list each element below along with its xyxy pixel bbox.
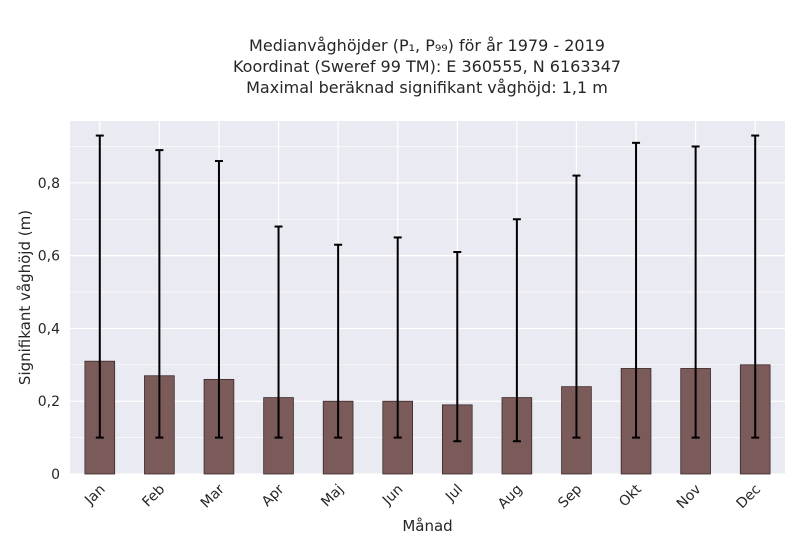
y-tick-label: 0,2 [38,394,60,410]
y-tick-label: 0,6 [38,249,60,265]
y-tick-label: 0,4 [38,321,60,337]
x-tick-label: Sep [555,481,585,511]
error-bars [95,134,760,443]
error-bar-dec [751,134,760,439]
chart-title-line: Koordinat (Sweref 99 TM): E 360555, N 61… [233,57,621,76]
error-bar-aug [512,218,521,443]
chart-title-line: Maximal beräknad signifikant våghöjd: 1,… [246,78,608,97]
x-tick-label: Dec [734,482,764,512]
error-bar-jun [393,236,402,439]
chart-title: Medianvåghöjder (P₁, P₉₉) för år 1979 - … [233,36,621,97]
error-bar-jan [95,134,104,439]
error-bar-feb [155,149,164,439]
error-bar-apr [274,225,283,439]
y-tick-label: 0 [51,467,60,483]
x-tick-label: Apr [259,481,288,510]
x-tick-label: Feb [139,481,168,510]
x-tick-label: Okt [616,481,645,510]
plot-area [70,121,785,474]
error-bar-jul [453,251,462,443]
x-axis-label: Månad [402,517,452,535]
y-axis-ticks: 0 0,2 0,4 0,6 0,8 [38,176,60,483]
chart-title-line: Medianvåghöjder (P₁, P₉₉) för år 1979 - … [249,36,605,55]
error-bar-nov [691,145,700,439]
x-tick-label: Jul [442,482,466,506]
y-tick-label: 0,8 [38,176,60,192]
error-bar-okt [632,141,641,439]
x-tick-label: Nov [674,482,705,513]
x-tick-label: Aug [495,482,526,513]
x-tick-label: Jan [81,482,108,509]
error-bar-sep [572,174,581,439]
x-tick-label: Jun [379,482,406,509]
x-tick-label: Maj [318,482,347,511]
x-tick-label: Mar [198,481,228,511]
error-bar-maj [334,243,343,439]
y-axis-label: Signifikant våghöjd (m) [16,210,34,385]
x-axis-ticks: Jan Feb Mar Apr Maj Jun Jul Aug Sep Okt Nov Dec [81,481,764,512]
error-bar-mar [214,160,223,439]
